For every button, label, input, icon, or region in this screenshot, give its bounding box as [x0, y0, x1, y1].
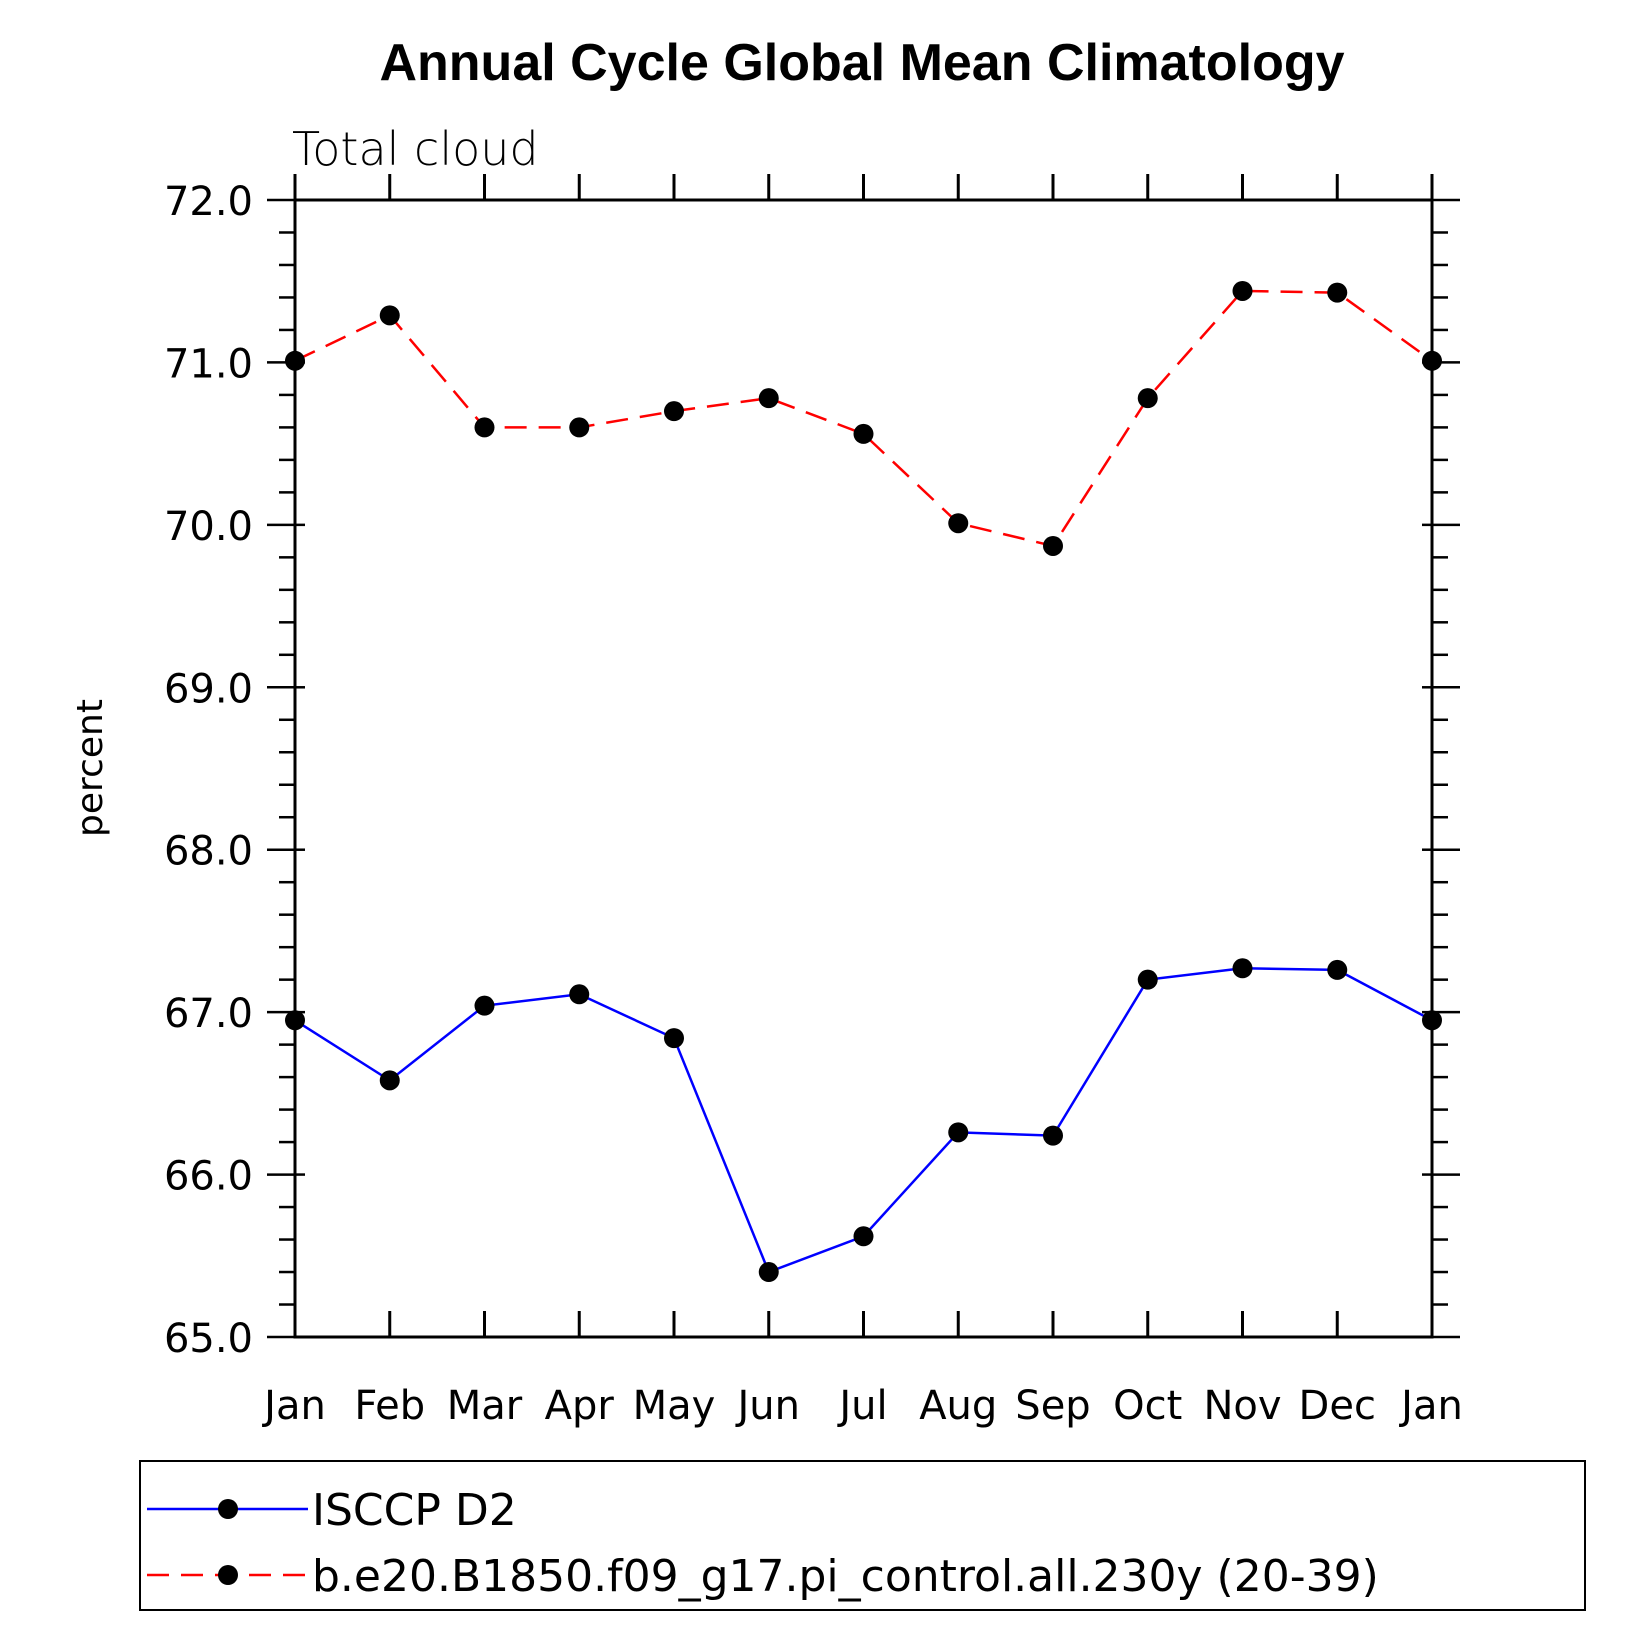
- y-tick-label: 69.0: [164, 666, 253, 712]
- x-tick-label: Jun: [735, 1383, 801, 1429]
- data-point: [474, 995, 495, 1016]
- data-point: [664, 401, 684, 422]
- plot-frame: [293, 198, 1434, 1339]
- data-point: [1232, 958, 1253, 979]
- chart-subtitle: Total cloud: [292, 122, 539, 176]
- data-point: [758, 1262, 779, 1283]
- x-tick-label: Sep: [1015, 1383, 1090, 1429]
- axes: Jan Feb Mar Apr May Jun Jul Aug Sep Oct Nov Dec Jan6…: [164, 174, 1463, 1429]
- data-point: [285, 350, 305, 371]
- data-point: [853, 423, 874, 444]
- legend: ISCCP D2 b.e20.B1850.f09_g17.pi_control.a…: [147, 1485, 1379, 1602]
- x-tick-label: Jul: [836, 1383, 887, 1429]
- y-tick-label: 67.0: [164, 991, 253, 1037]
- x-tick-label: Nov: [1203, 1383, 1281, 1429]
- data-point: [379, 1070, 400, 1091]
- legend-label: b.e20.B1850.f09_g17.pi_control.all.230y …: [312, 1551, 1379, 1602]
- legend-label: ISCCP D2: [312, 1485, 517, 1536]
- chart-title: Annual Cycle Global Mean Climatology: [379, 34, 1344, 92]
- series-0: [285, 958, 1442, 1283]
- data-point: [853, 1226, 874, 1247]
- data-point: [758, 388, 779, 409]
- data-point: [1422, 1010, 1442, 1031]
- data-point: [569, 417, 590, 438]
- data-point: [1137, 388, 1158, 409]
- y-tick-label: 66.0: [164, 1154, 253, 1200]
- legend-marker: [218, 1499, 238, 1519]
- data-point: [1137, 969, 1158, 990]
- data-point: [1043, 1125, 1063, 1146]
- series-layer: [285, 280, 1442, 1283]
- y-tick-label: 72.0: [164, 179, 253, 225]
- data-point: [1422, 350, 1442, 371]
- x-tick-label: Apr: [545, 1383, 615, 1429]
- legend-entry-1: b.e20.B1850.f09_g17.pi_control.all.230y …: [147, 1551, 1379, 1602]
- y-axis-label: percent: [70, 699, 111, 837]
- y-tick-label: 65.0: [164, 1316, 253, 1362]
- data-point: [569, 984, 590, 1005]
- x-tick-label: Feb: [354, 1383, 425, 1429]
- x-tick-label: Aug: [919, 1383, 997, 1429]
- data-point: [664, 1028, 684, 1049]
- data-point: [1232, 280, 1253, 301]
- data-point: [285, 1010, 305, 1031]
- data-point: [379, 305, 400, 326]
- series-line-1: [294, 289, 1433, 548]
- data-point: [1327, 282, 1348, 303]
- data-point: [1043, 535, 1063, 556]
- data-point: [948, 1122, 969, 1143]
- data-point: [948, 513, 969, 534]
- data-point: [474, 417, 495, 438]
- legend-marker: [218, 1565, 238, 1585]
- x-tick-label: Mar: [447, 1383, 523, 1429]
- x-tick-label: Jan: [1398, 1383, 1463, 1429]
- x-tick-label: Oct: [1113, 1383, 1182, 1429]
- y-tick-label: 71.0: [164, 341, 253, 387]
- x-tick-label: May: [633, 1383, 716, 1429]
- series-1: [285, 280, 1442, 556]
- x-tick-label: Jan: [261, 1383, 326, 1429]
- legend-box: [139, 1460, 1586, 1611]
- y-tick-label: 70.0: [164, 504, 253, 550]
- y-tick-label: 68.0: [164, 829, 253, 875]
- legend-entry-0: ISCCP D2: [147, 1485, 517, 1536]
- x-tick-label: Dec: [1299, 1383, 1376, 1429]
- data-point: [1327, 959, 1348, 980]
